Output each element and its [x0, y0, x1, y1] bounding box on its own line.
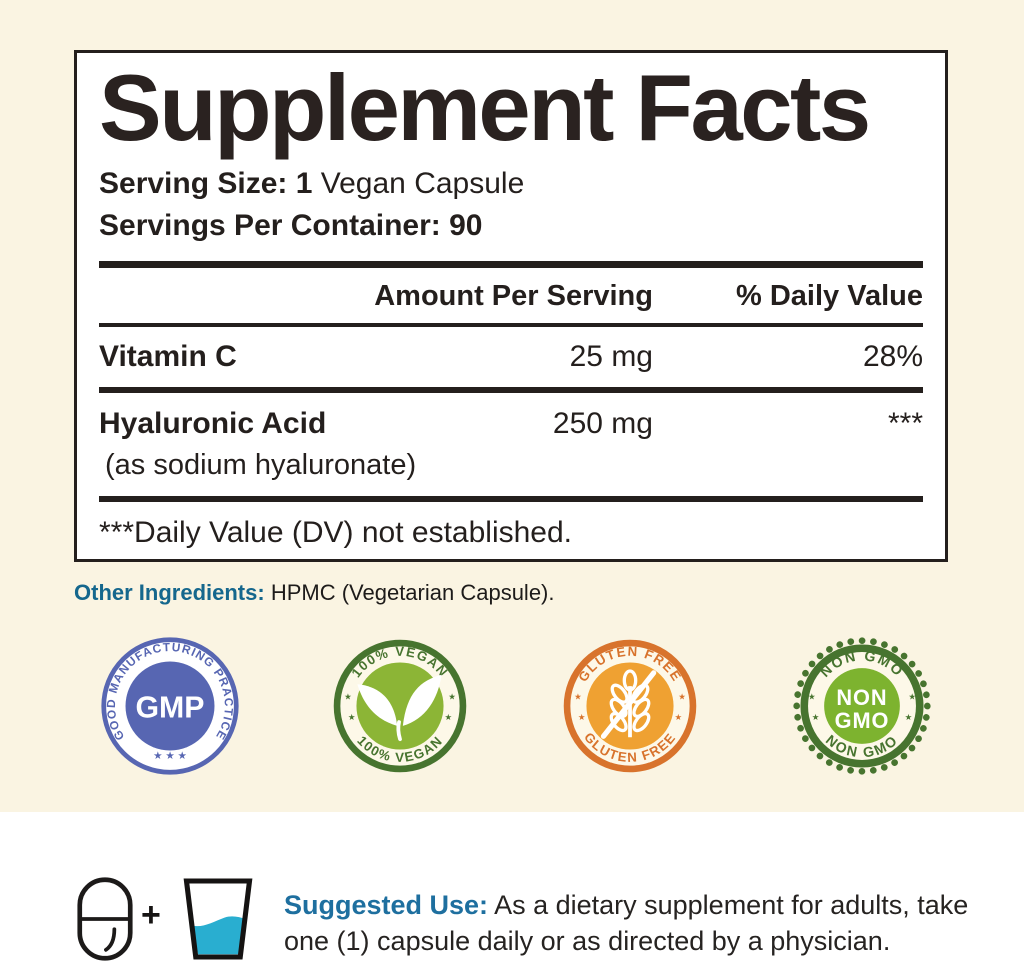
capsule-icon: [77, 877, 133, 961]
supplement-facts-panel: Supplement Facts Serving Size: 1 Vegan C…: [74, 50, 948, 562]
other-ingredients-line: Other Ingredients: HPMC (Vegetarian Caps…: [74, 580, 555, 606]
gmp-badge-icon: GOOD MANUFACTURING PRACTICE ★ ★ ★ GMP: [99, 635, 241, 777]
serving-size-value: Vegan Capsule: [320, 167, 525, 201]
water-glass-icon: [183, 878, 253, 960]
star-icon: ★: [674, 712, 682, 722]
suggested-use-line2: one (1) capsule daily or as directed by …: [284, 925, 891, 956]
divider-thick: [99, 495, 923, 502]
gmp-stars: ★ ★ ★: [153, 751, 187, 762]
other-ingredients-label: Other Ingredients:: [74, 580, 265, 605]
panel-title: Supplement Facts: [99, 55, 871, 160]
nutrient-amount: 25 mg: [569, 340, 653, 374]
vegan-badge-icon: 100% VEGAN 100% VEGAN ★ ★ ★ ★: [329, 635, 471, 777]
nutrient-amount: 250 mg: [552, 407, 653, 441]
gluten-free-badge-icon: GLUTEN FREE GLUTEN FREE ★ ★ ★ ★: [559, 635, 701, 777]
star-icon: ★: [808, 691, 816, 701]
nongmo-center-line2: GMO: [835, 708, 890, 733]
column-header-daily-value: % Daily Value: [736, 280, 923, 313]
nutrient-daily-value: ***: [887, 407, 923, 441]
suggested-use-label: Suggested Use:: [284, 890, 489, 920]
star-icon: ★: [812, 712, 820, 722]
star-icon: ★: [578, 712, 586, 722]
suggested-use-line1: As a dietary supplement for adults, take: [494, 890, 969, 920]
serving-info: Serving Size: 1 Vegan Capsule Servings P…: [99, 163, 923, 247]
wheat-crossed-icon: [600, 669, 657, 739]
other-ingredients-text: HPMC (Vegetarian Capsule).: [270, 580, 555, 605]
star-icon: ★: [678, 691, 686, 701]
table-header-row: Amount Per Serving % Daily Value: [99, 268, 923, 323]
gmp-center-text: GMP: [136, 691, 205, 724]
nutrient-subname: (as sodium hyaluronate): [105, 449, 417, 482]
table-row: Hyaluronic Acid (as sodium hyaluronate) …: [99, 393, 923, 496]
star-icon: ★: [905, 712, 913, 722]
star-icon: ★: [348, 712, 356, 722]
plus-sign: +: [141, 896, 161, 934]
nongmo-center-line1: NON: [836, 685, 887, 710]
nutrient-daily-value: 28%: [862, 340, 923, 374]
serving-size-line: Serving Size: 1 Vegan Capsule: [99, 163, 923, 205]
nutrient-name: Hyaluronic Acid: [99, 407, 327, 441]
suggested-use-section: + Suggested Use: As a dietary supplement…: [0, 812, 1024, 968]
divider-thick: [99, 261, 923, 269]
divider-thick: [99, 387, 923, 394]
divider-medium: [99, 323, 923, 328]
servings-per-container-line: Servings Per Container: 90: [99, 209, 483, 243]
table-row: Vitamin C 25 mg 28%: [99, 327, 923, 387]
non-gmo-badge-icon: NON GMO NON GMO ★ ★ ★ ★ NON GMO: [791, 635, 933, 777]
serving-size-label: Serving Size: 1: [99, 167, 313, 201]
star-icon: ★: [344, 691, 352, 701]
star-icon: ★: [448, 691, 456, 701]
star-icon: ★: [444, 712, 452, 722]
star-icon: ★: [574, 691, 582, 701]
daily-value-footnote: ***Daily Value (DV) not established.: [99, 515, 573, 549]
nutrient-name: Vitamin C: [99, 340, 237, 374]
star-icon: ★: [908, 691, 916, 701]
leaf-sprout-icon: [357, 674, 442, 742]
suggested-use-text: Suggested Use: As a dietary supplement f…: [284, 888, 984, 960]
column-header-amount: Amount Per Serving: [374, 280, 653, 313]
